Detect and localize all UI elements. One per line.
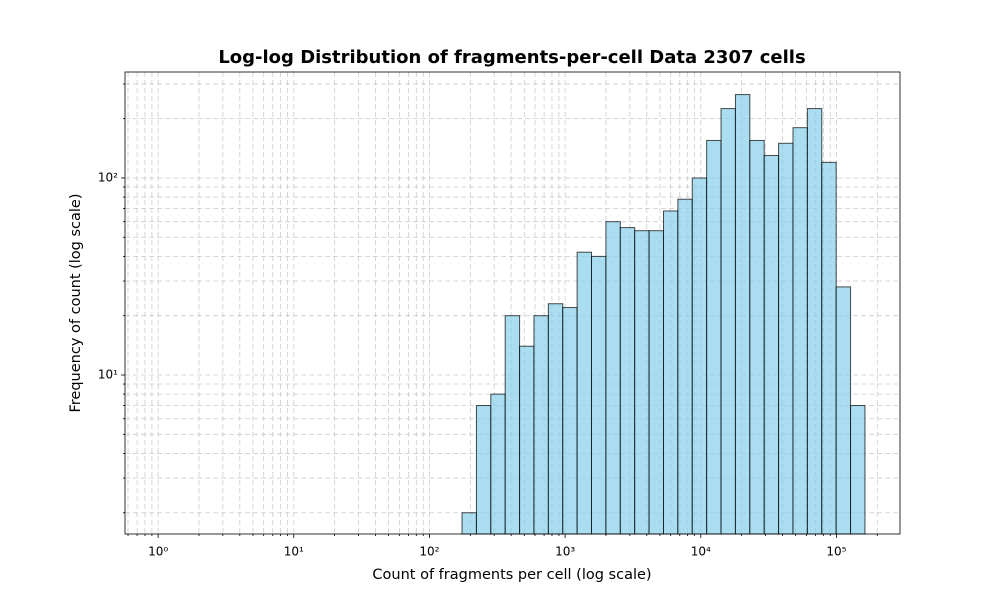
plot-frame xyxy=(124,71,901,535)
x-tick-label: 10⁰ xyxy=(148,545,168,559)
x-tick-label: 10² xyxy=(419,545,439,559)
bar xyxy=(691,177,708,535)
bar xyxy=(706,139,722,535)
x-axis-label: Count of fragments per cell (log scale) xyxy=(372,567,651,583)
bar xyxy=(591,255,607,535)
bar xyxy=(619,227,636,535)
bar xyxy=(806,108,823,535)
bar xyxy=(547,303,564,535)
x-tick-label: 10⁴ xyxy=(691,545,711,559)
bar xyxy=(475,405,492,535)
bar xyxy=(533,315,549,535)
bar xyxy=(461,512,477,535)
bar xyxy=(749,139,765,535)
bar xyxy=(763,155,780,535)
x-tick-label: 10¹ xyxy=(284,545,304,559)
bar xyxy=(648,230,664,535)
chart-title: Log-log Distribution of fragments-per-ce… xyxy=(218,47,805,68)
bar xyxy=(720,108,736,535)
bar xyxy=(504,315,521,535)
bar xyxy=(662,210,679,535)
bar xyxy=(835,286,852,535)
y-tick-label: 10² xyxy=(98,170,118,184)
bar xyxy=(490,393,506,535)
y-axis-label: Frequency of count (log scale) xyxy=(68,193,84,412)
bar xyxy=(778,142,794,535)
bar xyxy=(792,127,808,535)
bar xyxy=(677,198,693,535)
bar xyxy=(519,345,535,535)
bar xyxy=(605,221,621,535)
bar xyxy=(562,307,578,535)
bar xyxy=(576,251,593,535)
x-tick-label: 10³ xyxy=(555,545,575,559)
bar xyxy=(634,230,650,535)
bar xyxy=(821,161,837,535)
bar xyxy=(734,94,751,535)
bar xyxy=(850,405,866,535)
x-tick-label: 10⁵ xyxy=(826,545,846,559)
y-tick-label: 10¹ xyxy=(98,368,118,382)
